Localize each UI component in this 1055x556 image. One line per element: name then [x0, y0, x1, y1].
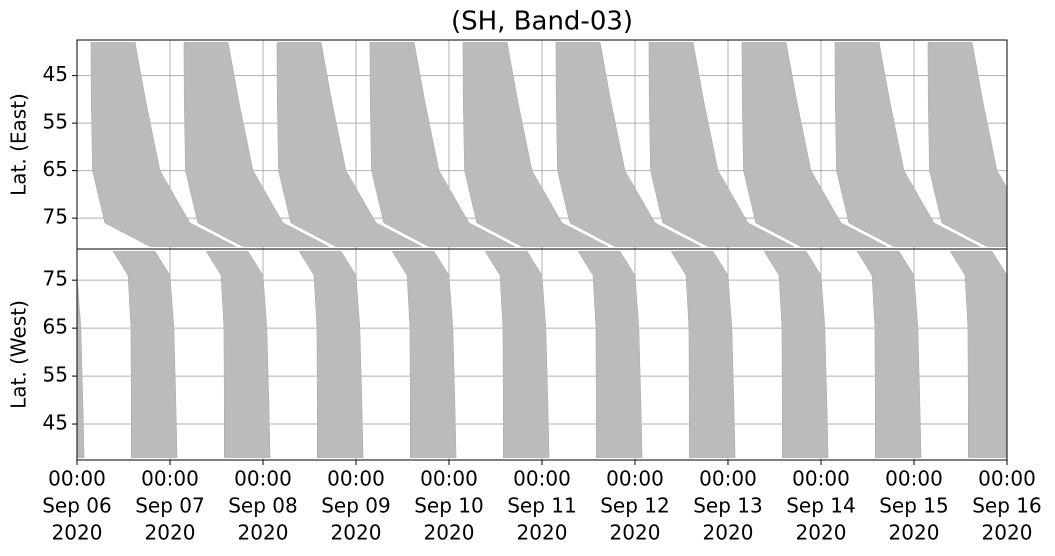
coverage-band — [369, 42, 515, 247]
coverage-band — [741, 42, 887, 247]
coverage-band — [555, 42, 701, 247]
x-tick-label: 00:00 — [327, 467, 385, 491]
x-tick-label: Sep 13 — [693, 494, 763, 518]
x-tick-label: Sep 06 — [42, 494, 112, 518]
y-tick-label: 75 — [43, 205, 68, 229]
coverage-band — [856, 251, 922, 458]
y-tick-label: 65 — [43, 315, 68, 339]
y-axis-label: Lat. (East) — [7, 93, 31, 196]
x-tick-label: Sep 11 — [507, 494, 577, 518]
x-tick-label: 2020 — [982, 521, 1033, 545]
coverage-band — [276, 42, 422, 247]
y-tick-label: 55 — [43, 110, 68, 134]
x-tick-label: 00:00 — [792, 467, 850, 491]
coverage-band — [577, 251, 643, 458]
x-tick-label: 00:00 — [420, 467, 478, 491]
y-tick-label: 75 — [43, 267, 68, 291]
x-tick-label: 00:00 — [513, 467, 571, 491]
y-tick-label: 45 — [43, 62, 68, 86]
coverage-band — [90, 42, 236, 247]
coverage-band — [77, 274, 85, 458]
coverage-band — [763, 251, 829, 458]
x-tick-label: 2020 — [424, 521, 475, 545]
x-tick-label: 2020 — [331, 521, 382, 545]
x-tick-label: Sep 08 — [228, 494, 298, 518]
y-tick-label: 65 — [43, 157, 68, 181]
x-tick-label: 2020 — [238, 521, 289, 545]
x-tick-label: 2020 — [517, 521, 568, 545]
y-axis-label: Lat. (West) — [7, 300, 31, 409]
x-tick-label: 2020 — [796, 521, 847, 545]
coverage-band — [834, 42, 980, 247]
coverage-band — [391, 251, 457, 458]
x-tick-label: 00:00 — [885, 467, 943, 491]
x-tick-label: 2020 — [145, 521, 196, 545]
y-tick-label: 55 — [43, 363, 68, 387]
coverage-band — [205, 251, 271, 458]
x-tick-label: 00:00 — [141, 467, 199, 491]
x-tick-label: 2020 — [703, 521, 754, 545]
x-tick-label: Sep 15 — [879, 494, 949, 518]
x-tick-label: 00:00 — [699, 467, 757, 491]
x-tick-label: 00:00 — [606, 467, 664, 491]
coverage-band — [484, 251, 550, 458]
x-tick-label: 2020 — [610, 521, 661, 545]
x-tick-label: 00:00 — [234, 467, 292, 491]
coverage-band — [298, 251, 364, 458]
chart-title: (SH, Band-03) — [451, 7, 633, 37]
x-tick-label: Sep 14 — [786, 494, 856, 518]
y-tick-label: 45 — [43, 411, 68, 435]
bands — [77, 251, 1007, 458]
x-tick-label: 00:00 — [48, 467, 106, 491]
coverage-band — [112, 251, 178, 458]
x-tick-label: 2020 — [52, 521, 103, 545]
x-tick-label: 2020 — [889, 521, 940, 545]
x-tick-label: Sep 10 — [414, 494, 484, 518]
coverage-band — [462, 42, 608, 247]
bands — [90, 42, 1007, 247]
coverage-band — [927, 42, 1007, 247]
coverage-band — [670, 251, 736, 458]
x-tick-label: Sep 12 — [600, 494, 670, 518]
x-tick-label: Sep 16 — [972, 494, 1042, 518]
x-tick-label: 00:00 — [978, 467, 1036, 491]
x-tick-label: Sep 07 — [135, 494, 205, 518]
coverage-band — [949, 251, 1007, 458]
coverage-band — [648, 42, 794, 247]
coverage-band — [183, 42, 329, 247]
x-tick-label: Sep 09 — [321, 494, 391, 518]
